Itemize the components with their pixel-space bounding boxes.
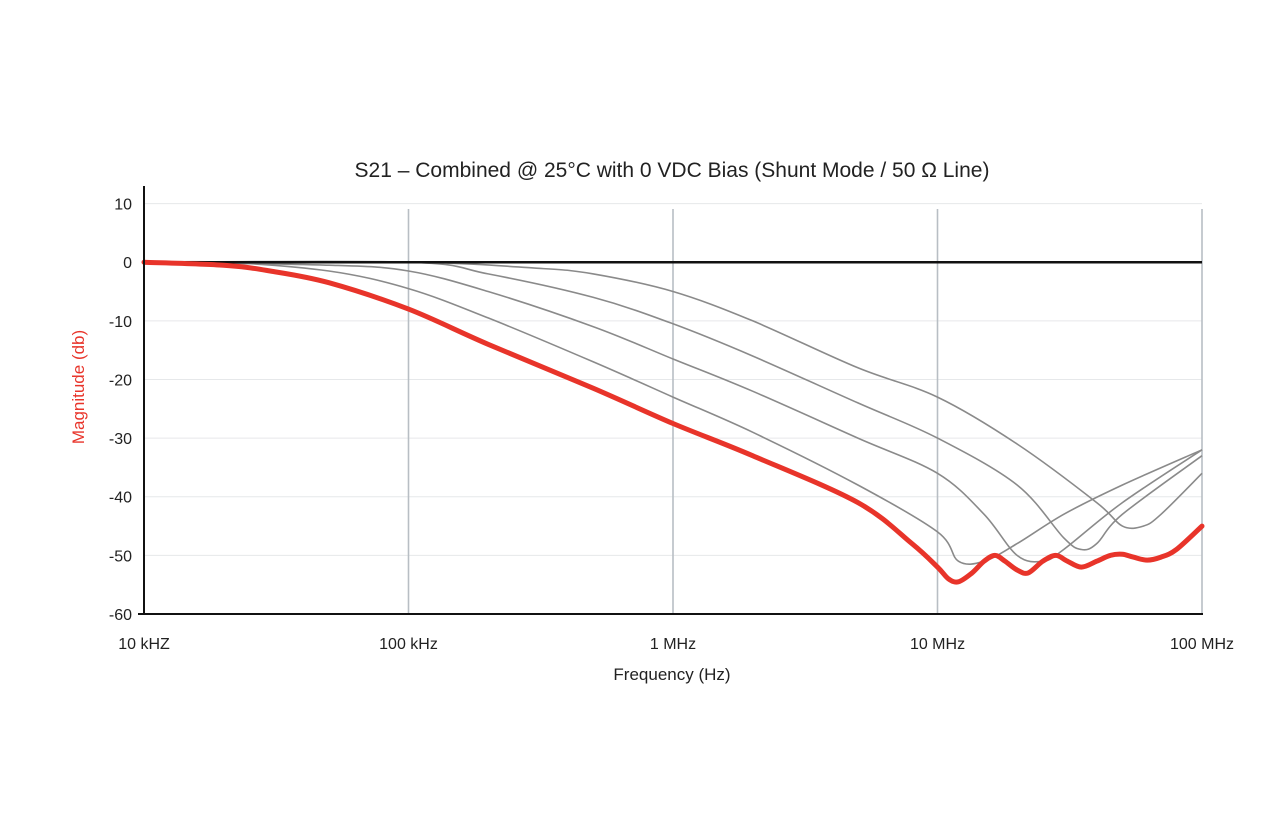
y-tick-label: -50 [109,548,132,565]
y-tick-label: 0 [123,255,132,272]
y-tick-label: 10 [114,197,132,214]
chart-title: S21 – Combined @ 25°C with 0 VDC Bias (S… [355,159,990,182]
x-tick-label: 10 MHz [910,636,965,653]
x-tick-label: 10 kHZ [118,636,170,653]
component-series-line-3 [143,260,1203,551]
y-tick-label: -20 [109,372,132,389]
y-tick-label: -60 [109,607,132,624]
component-series-line-4 [143,260,1203,530]
x-tick-label: 1 MHz [650,636,696,653]
component-series-line-1 [143,260,1203,565]
y-tick-label: -40 [109,490,132,507]
x-tick-label: 100 MHz [1170,636,1234,653]
x-tick-label: 100 kHz [379,636,438,653]
combined-series-line [141,259,1205,585]
tick-labels: 10 0 -10 -20 -30 -40 -50 -60 10 kHZ 100 kHz 1 MHz 1… [109,197,1234,653]
x-axis-label: Frequency (Hz) [613,665,730,684]
y-tick-label: -30 [109,431,132,448]
y-tick-label: -10 [109,314,132,331]
series-group [141,259,1205,585]
y-axis-label: Magnitude (db) [69,330,88,444]
axes [138,186,1203,615]
